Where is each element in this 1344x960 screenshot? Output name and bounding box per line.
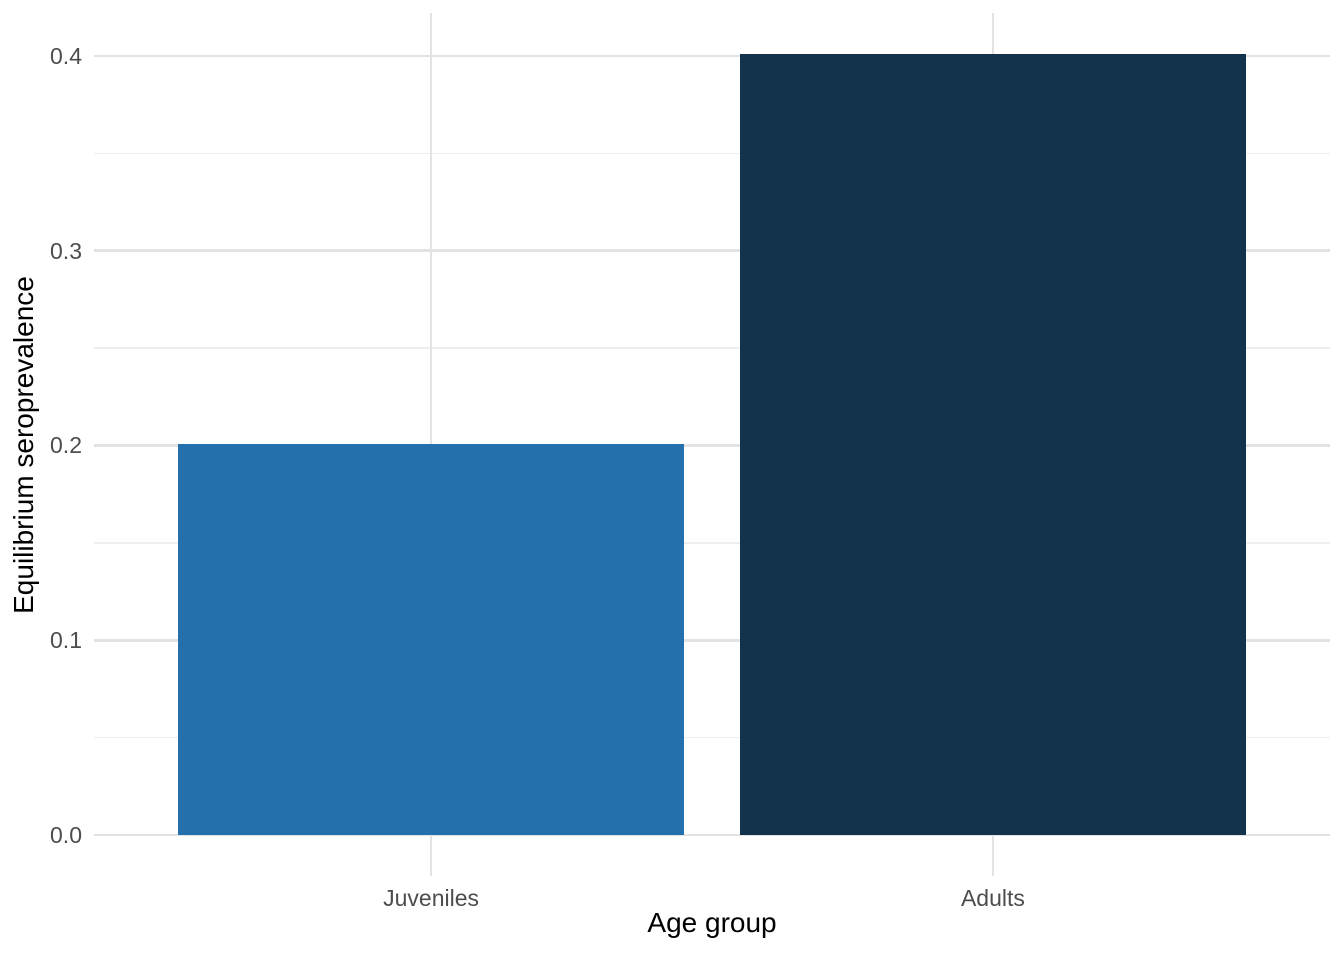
- gridline-minor-y: [94, 542, 1330, 544]
- x-tick-label: Juveniles: [383, 885, 480, 911]
- y-tick-label: 0.4: [50, 42, 82, 69]
- gridline-major-y: [94, 639, 1330, 642]
- y-tick-label: 0.0: [50, 822, 82, 849]
- x-axis-title: Age group: [647, 907, 777, 938]
- gridline-minor-y: [94, 347, 1330, 349]
- gridline-major-y: [94, 833, 1330, 837]
- gridline-minor-y: [94, 152, 1330, 154]
- y-tick-label: 0.1: [50, 627, 82, 654]
- bar-adults: [740, 53, 1246, 836]
- gridline-major-y: [94, 249, 1330, 252]
- y-axis-title: Equilibrium seroprevalence: [8, 276, 39, 614]
- bar-juveniles: [178, 443, 684, 836]
- y-tick-label: 0.3: [50, 237, 82, 264]
- x-tick-label: Adults: [960, 885, 1025, 911]
- gridline-minor-y: [94, 736, 1330, 739]
- plot-panel: [94, 13, 1330, 876]
- y-tick-label: 0.2: [50, 432, 82, 459]
- gridline-major-y: [94, 54, 1330, 58]
- gridline-major-y: [94, 444, 1330, 447]
